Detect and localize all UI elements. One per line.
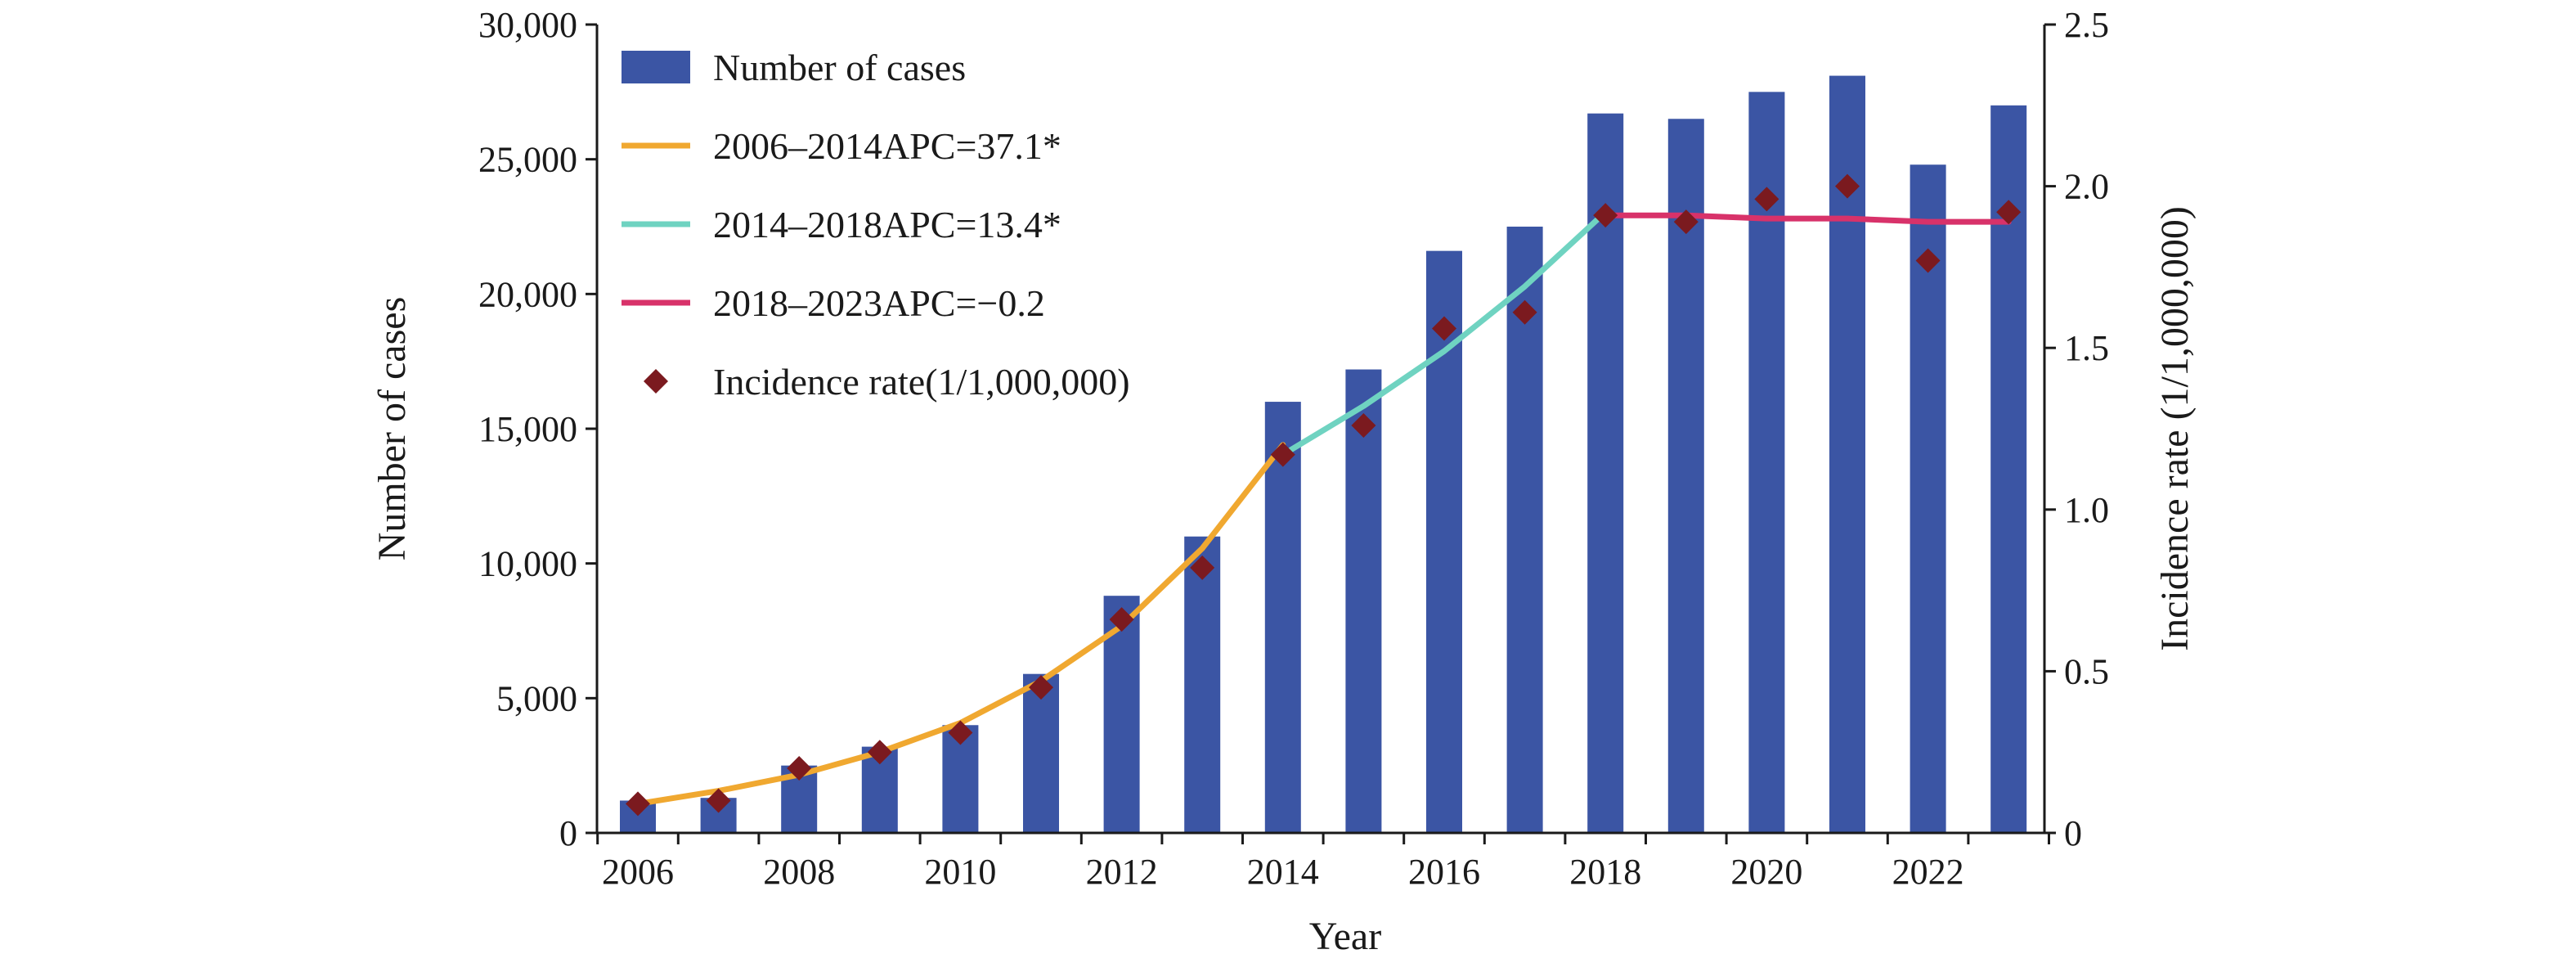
bar-2017 — [1506, 227, 1543, 833]
legend-label: 2006–2014APC=37.1* — [713, 125, 1061, 167]
y-tick-label-left: 30,000 — [478, 5, 577, 45]
y-tick-label-left: 5,000 — [496, 678, 577, 718]
incidence-point-2009 — [867, 740, 892, 765]
incidence-point-2008 — [787, 755, 812, 781]
y-tick-label-right: 2.0 — [2064, 167, 2109, 207]
x-tick-label: 2014 — [1247, 852, 1319, 892]
bar-2018 — [1587, 113, 1624, 833]
bar-2015 — [1345, 369, 1382, 834]
y-tick-label-left: 0 — [559, 813, 577, 853]
y-tick-label-right: 0.5 — [2064, 651, 2109, 691]
trend-line-3 — [1280, 209, 1609, 458]
legend-label: 2018–2023APC=−0.2 — [713, 282, 1045, 324]
y-tick-label-right: 2.5 — [2064, 5, 2109, 45]
x-tick-label: 2006 — [602, 852, 674, 892]
legend-label: Incidence rate(1/1,000,000) — [713, 361, 1130, 403]
bar-series-cases — [620, 75, 2027, 834]
y-tick-label-left: 15,000 — [478, 409, 577, 449]
bar-2021 — [1829, 75, 1865, 833]
x-tick-label: 2010 — [924, 852, 996, 892]
legend: Number of cases 2006–2014APC=37.1* 2014–20… — [622, 47, 1130, 403]
y-tick-label-left: 20,000 — [478, 274, 577, 314]
incidence-point-2021 — [1835, 173, 1860, 199]
incidence-point-2017 — [1512, 299, 1537, 325]
x-tick-label: 2018 — [1569, 852, 1641, 892]
tick-labels: 0 5,000 10,000 15,000 20,000 25,000 30,000 0 0.5… — [478, 5, 2109, 892]
x-tick-label: 2012 — [1086, 852, 1158, 892]
bar-2013 — [1184, 536, 1221, 833]
x-axis-title: Year — [1309, 915, 1381, 958]
x-tick-label: 2016 — [1408, 852, 1480, 892]
y-tick-label-right: 0 — [2064, 813, 2082, 853]
incidence-point-2010 — [948, 720, 973, 745]
trend-line-4 — [1602, 212, 2012, 225]
incidence-point-2012 — [1109, 607, 1134, 632]
y-tick-label-left: 10,000 — [478, 544, 577, 584]
bar-2011 — [1023, 673, 1059, 833]
y-tick-label-right: 1.0 — [2064, 490, 2109, 530]
bar-2014 — [1264, 402, 1301, 834]
incidence-point-2016 — [1432, 316, 1456, 341]
x-tick-label: 2008 — [763, 852, 835, 892]
incidence-point-2011 — [1029, 675, 1053, 700]
bar-2023 — [1990, 105, 2027, 834]
incidence-point-2006 — [626, 791, 650, 817]
incidence-point-2019 — [1673, 209, 1699, 235]
incidence-point-2014 — [1270, 442, 1295, 467]
legend-swatch-bar — [622, 51, 690, 83]
incidence-point-2020 — [1754, 187, 1779, 212]
bar-2022 — [1910, 164, 1946, 834]
incidence-markers — [626, 173, 2022, 817]
axes — [586, 23, 2056, 844]
x-tick-label: 2020 — [1730, 852, 1802, 892]
y-axis-title-left: Number of cases — [370, 297, 414, 561]
legend-swatch-diamond — [644, 369, 668, 394]
incidence-point-2018 — [1593, 203, 1618, 228]
incidence-point-2007 — [706, 788, 731, 813]
x-tick-label: 2022 — [1892, 852, 1964, 892]
legend-label: Number of cases — [713, 47, 966, 88]
incidence-point-2015 — [1351, 413, 1376, 439]
incidence-point-2022 — [1915, 248, 1941, 273]
incidence-point-2023 — [1996, 200, 2022, 225]
y-axis-title-right: Incidence rate (1/1,000,000) — [2153, 206, 2197, 651]
incidence-point-2013 — [1190, 555, 1215, 580]
legend-label: 2014–2018APC=13.4* — [713, 204, 1061, 245]
y-tick-label-left: 25,000 — [478, 140, 577, 180]
y-tick-label-right: 1.5 — [2064, 328, 2109, 368]
bar-2019 — [1667, 119, 1704, 833]
